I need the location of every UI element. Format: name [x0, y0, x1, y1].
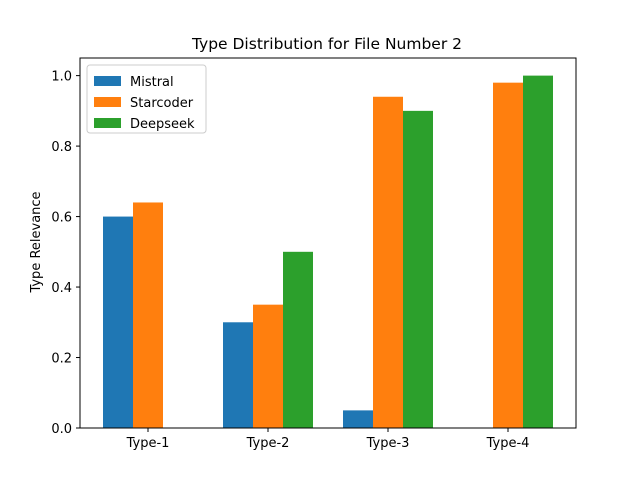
y-tick-label: 0.8 [51, 140, 72, 155]
bar-deepseek-type-3 [403, 110, 433, 428]
plot-frame [79, 57, 577, 429]
y-tick-label: 0.0 [51, 422, 72, 437]
bar-deepseek-type-4 [523, 75, 553, 428]
legend-swatch-mistral [94, 76, 121, 86]
y-axis-label: Type Relevance [29, 191, 44, 293]
legend-swatch-starcoder [94, 97, 121, 107]
legend-label-starcoder: Starcoder [130, 96, 194, 111]
legend-label-mistral: Mistral [130, 75, 174, 90]
y-tick-label: 0.4 [51, 281, 72, 296]
x-tick-label: Type-2 [246, 436, 290, 451]
bar-mistral-type-2 [223, 322, 253, 428]
bar-mistral-type-1 [103, 216, 133, 428]
axes-layer: 0.0 0.2 0.4 0.6 0.8 1.0 Type-1 Type-2 Type-3 Type… [51, 57, 577, 451]
legend-swatch-deepseek [94, 118, 121, 128]
bar-deepseek-type-2 [283, 251, 313, 428]
chart-title: Type Distribution for File Number 2 [191, 35, 462, 53]
x-tick-label: Type-3 [366, 436, 410, 451]
bar-starcoder-type-3 [373, 96, 403, 428]
x-tick-label: Type-1 [126, 436, 170, 451]
legend: Mistral Starcoder Deepseek [86, 64, 207, 134]
bar-mistral-type-3 [343, 410, 373, 428]
y-tick-label: 1.0 [51, 70, 72, 85]
bar-starcoder-type-1 [133, 202, 163, 428]
bar-starcoder-type-2 [253, 304, 283, 428]
y-tick-label: 0.6 [51, 211, 72, 226]
y-tick-label: 0.2 [51, 352, 72, 367]
legend-label-deepseek: Deepseek [130, 117, 195, 132]
bar-starcoder-type-4 [493, 82, 523, 429]
bars-layer [103, 75, 553, 429]
x-tick-label: Type-4 [486, 436, 530, 451]
